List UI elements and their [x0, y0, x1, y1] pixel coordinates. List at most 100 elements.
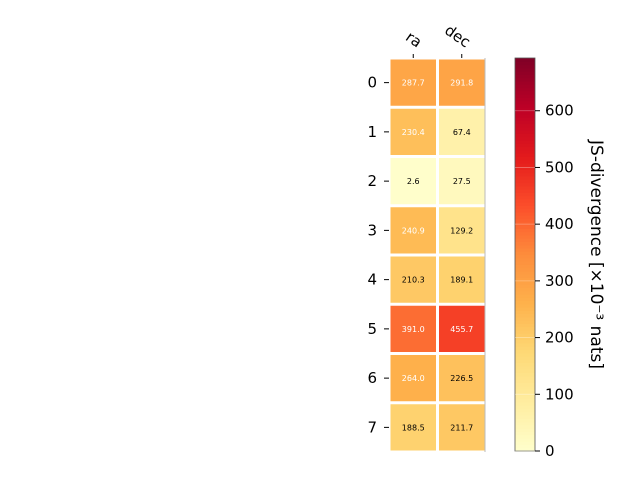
cell-value-label: 129.2 [450, 226, 473, 235]
colorbar-segment [515, 123, 535, 128]
heatmap-cells: 287.7 291.8 230.4 67.4 2.6 27.5 240.9 129.2 210.… [390, 58, 486, 452]
colorbar-segment [515, 329, 535, 334]
colorbar-segment [515, 113, 535, 118]
colorbar-frame [514, 57, 536, 452]
colorbar-segment [515, 346, 535, 351]
colorbar-segment [515, 349, 535, 354]
colorbar-segment [515, 87, 535, 92]
colorbar-segment [515, 58, 535, 62]
colorbar-tick-label: 600 [545, 102, 574, 120]
colorbar-segment [515, 411, 535, 416]
colorbar-segment [515, 175, 535, 180]
colorbar-segment [515, 116, 535, 121]
colorbar-segment [515, 352, 535, 357]
colorbar-segment [515, 277, 535, 282]
heatmap-cell-ra-5 [390, 305, 436, 352]
colorbar-segment [515, 316, 535, 321]
colorbar-segment [515, 228, 535, 233]
heatmap-cell-dec-7 [439, 404, 485, 451]
cell-value-label: 455.7 [450, 325, 473, 334]
colorbar-segment [515, 342, 535, 347]
colorbar-segment [515, 254, 535, 259]
colorbar-segment [515, 126, 535, 131]
cell-value-label: 240.9 [402, 226, 425, 235]
colorbar-segment [515, 192, 535, 197]
colorbar-segment [515, 333, 535, 337]
colorbar-segment [515, 300, 535, 305]
colorbar-segment [515, 156, 535, 161]
colorbar-segment [515, 162, 535, 167]
cell-value-label: 210.3 [402, 276, 425, 285]
colorbar-segment [515, 414, 535, 419]
cell-value-label: 211.7 [450, 423, 473, 432]
colorbar-segment [515, 356, 535, 360]
cell-value-label: 291.8 [450, 79, 473, 88]
colorbar-segment [515, 388, 535, 393]
colorbar-segment [515, 225, 535, 229]
colorbar-segment [515, 94, 535, 98]
colorbar-segment [515, 369, 535, 373]
cell-value-label: 287.7 [402, 79, 425, 88]
colorbar-segment [515, 290, 535, 295]
colorbar-segment [515, 202, 535, 206]
colorbar-segment [515, 392, 535, 396]
colorbar-segment [515, 339, 535, 344]
colorbar-segment [515, 208, 535, 213]
colorbar-segment [515, 395, 535, 400]
colorbar-segment [515, 264, 535, 269]
colorbar-segment [515, 408, 535, 413]
y-tick-label-7: 7 [367, 418, 377, 436]
heatmap-cell-ra-0 [390, 59, 436, 106]
colorbar-segment [515, 198, 535, 203]
colorbar-segment [515, 110, 535, 115]
colorbar-segment [515, 385, 535, 390]
colorbar-segment [515, 166, 535, 170]
colorbar-segment [515, 375, 535, 380]
colorbar-segment [515, 67, 535, 72]
colorbar-segment [515, 185, 535, 190]
colorbar-segment [515, 152, 535, 157]
heatmap-cell-dec-5 [439, 305, 485, 352]
colorbar-segment [515, 238, 535, 242]
colorbar-segment [515, 293, 535, 298]
colorbar-segment [515, 313, 535, 318]
x-axis-ticks: ra dec [402, 21, 474, 58]
cell-value-label: 226.5 [450, 374, 473, 383]
colorbar-segment [515, 90, 535, 95]
colorbar-segment [515, 323, 535, 328]
colorbar-segment [515, 310, 535, 315]
colorbar-segment [515, 64, 535, 69]
colorbar-segment [515, 382, 535, 387]
cell-value-label: 391.0 [402, 325, 425, 334]
cell-value-label: 230.4 [402, 128, 425, 137]
colorbar-segment [515, 71, 535, 75]
cell-value-label: 27.5 [453, 177, 471, 186]
colorbar-segment [515, 143, 535, 148]
colorbar-segment [515, 280, 535, 285]
colorbar-segment [515, 169, 535, 174]
colorbar-segment [515, 359, 535, 364]
colorbar-segment [515, 244, 535, 249]
colorbar-label: JS-divergence [×10⁻³ nats] [586, 139, 606, 369]
colorbar-tick-label: 0 [545, 442, 555, 460]
colorbar-segment [515, 257, 535, 262]
colorbar-segment [515, 251, 535, 256]
colorbar-segment [515, 398, 535, 403]
colorbar-segment [515, 437, 535, 442]
colorbar-segment [515, 130, 535, 134]
colorbar: 0 100 200 300 400 500 600 JS-divergence [×10⁻³ … [514, 57, 606, 460]
colorbar-segment [515, 441, 535, 446]
colorbar-segment [515, 362, 535, 367]
y-tick-label-0: 0 [367, 74, 377, 92]
colorbar-segment [515, 303, 535, 308]
colorbar-segment [515, 136, 535, 141]
colorbar-segment [515, 267, 535, 272]
colorbar-segment [515, 434, 535, 439]
colorbar-segment [515, 401, 535, 406]
cell-value-label: 67.4 [453, 128, 471, 137]
colorbar-segment [515, 234, 535, 239]
colorbar-segment [515, 283, 535, 288]
colorbar-segment [515, 139, 535, 144]
